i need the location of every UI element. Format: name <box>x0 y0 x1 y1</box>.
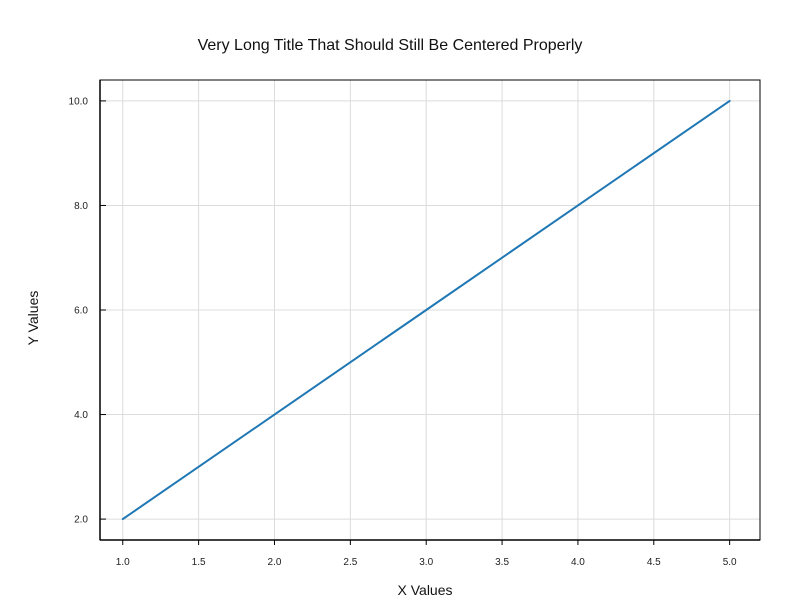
y-tick-label: 4.0 <box>74 410 88 421</box>
y-axis-label: Y Values <box>25 291 41 346</box>
x-axis-label: X Values <box>398 582 453 598</box>
chart-title: Very Long Title That Should Still Be Cen… <box>198 37 583 54</box>
y-tick-label: 6.0 <box>74 306 88 317</box>
y-tick-label: 10.0 <box>69 96 89 107</box>
x-tick-label: 4.5 <box>647 557 661 568</box>
x-tick-label: 4.0 <box>571 557 585 568</box>
x-tick-label: 3.0 <box>419 557 433 568</box>
x-tick-label: 5.0 <box>723 557 737 568</box>
x-tick-label: 1.5 <box>192 557 206 568</box>
ticks-layer: 1.0 1.5 2.0 2.5 3.0 3.5 4.0 4.5 5.0 2.0 4.0 6.0 8.0 1… <box>69 96 738 568</box>
y-tick-label: 2.0 <box>74 515 88 526</box>
x-tick-label: 2.5 <box>343 557 357 568</box>
x-tick-label: 1.0 <box>116 557 130 568</box>
x-tick-label: 2.0 <box>268 557 282 568</box>
series-layer <box>121 99 731 521</box>
y-tick-label: 8.0 <box>74 201 88 212</box>
x-tick-label: 3.5 <box>495 557 509 568</box>
